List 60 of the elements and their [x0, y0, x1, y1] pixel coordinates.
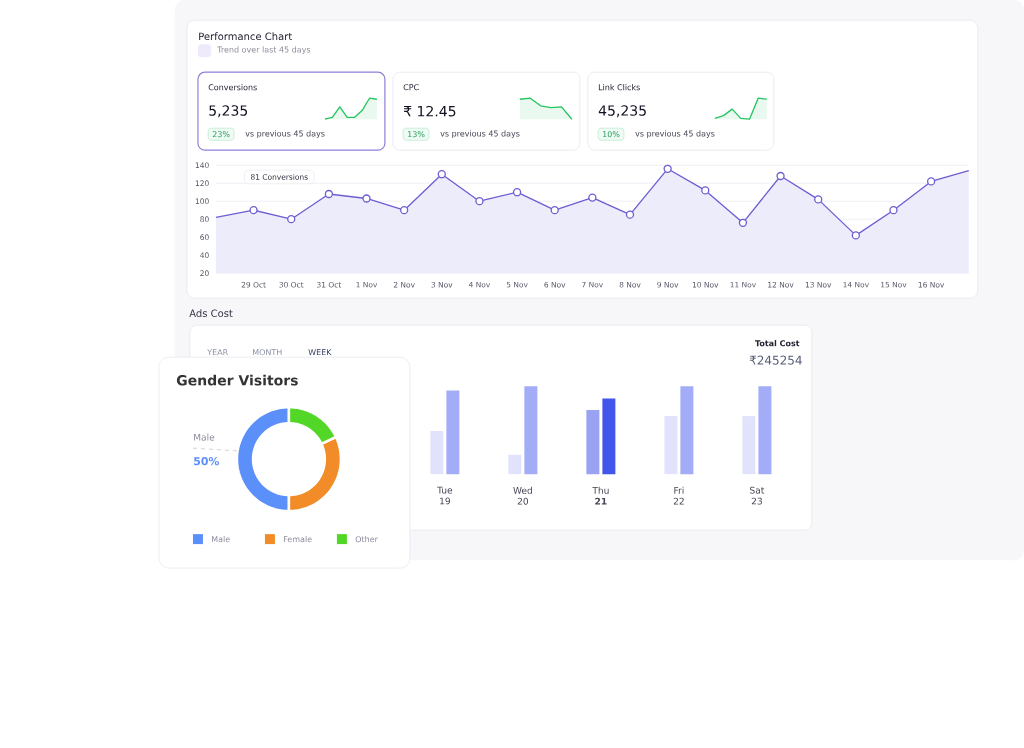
legend-label: Other: [355, 535, 378, 543]
point: [701, 186, 710, 195]
point: [400, 206, 409, 215]
text: 13%: [408, 131, 425, 138]
text: YEAR: [207, 349, 228, 356]
text: WEEK: [308, 349, 332, 356]
legend-label: Female: [284, 535, 312, 543]
text: vs previous 45 days: [245, 130, 325, 139]
point: [926, 177, 936, 186]
text: 5,235: [209, 105, 248, 118]
text: ₹ 12.45: [403, 105, 456, 117]
point: [738, 218, 748, 227]
text: CPC: [403, 84, 419, 91]
bar: [446, 390, 460, 475]
bar: [742, 416, 756, 475]
text: Ads Cost: [189, 309, 233, 318]
bar: [508, 454, 522, 475]
x-tick-label: Thu 21: [592, 486, 609, 505]
point: [550, 206, 559, 215]
data-label: 50%: [194, 456, 220, 466]
x-tick-label: Wed 20: [513, 486, 532, 505]
text: vs previous 45 days: [635, 130, 715, 139]
text: MONTH: [253, 349, 282, 356]
x-tick-label: Sat 23: [750, 486, 765, 505]
point: [249, 206, 258, 215]
text: 45,235: [598, 105, 646, 118]
text: 23%: [212, 131, 230, 138]
bar: [602, 398, 616, 475]
point: [475, 197, 484, 206]
point: [663, 164, 672, 173]
bar: [430, 430, 444, 475]
text: Performance Chart: [199, 32, 292, 41]
text: Link Clicks: [598, 84, 640, 91]
point: [588, 193, 597, 202]
bar: [758, 386, 772, 475]
text: Male: [194, 433, 215, 441]
bar: [680, 386, 694, 475]
bar: [586, 409, 600, 475]
point: [362, 194, 371, 203]
x-tick-label: Tue 19: [437, 486, 453, 505]
point: [287, 215, 296, 224]
point: [625, 210, 635, 219]
bar: [664, 416, 678, 475]
point: [851, 231, 860, 240]
point: [324, 189, 334, 199]
x-tick-label: Fri 22: [673, 486, 684, 505]
text: Total Cost: [755, 340, 800, 347]
text: vs previous 45 days: [440, 130, 520, 139]
bar: [524, 386, 538, 475]
text: Conversions: [208, 84, 257, 91]
chart-title: Gender Visitors: [176, 374, 298, 386]
point: [776, 171, 785, 181]
legend-label: Male: [212, 535, 230, 543]
point: [437, 170, 446, 179]
point: [814, 195, 823, 204]
point: [512, 188, 522, 197]
point: [889, 206, 898, 215]
text: 10%: [603, 131, 620, 138]
text: ₹245254: [749, 355, 802, 365]
text: Trend over last 45 days: [217, 46, 311, 55]
